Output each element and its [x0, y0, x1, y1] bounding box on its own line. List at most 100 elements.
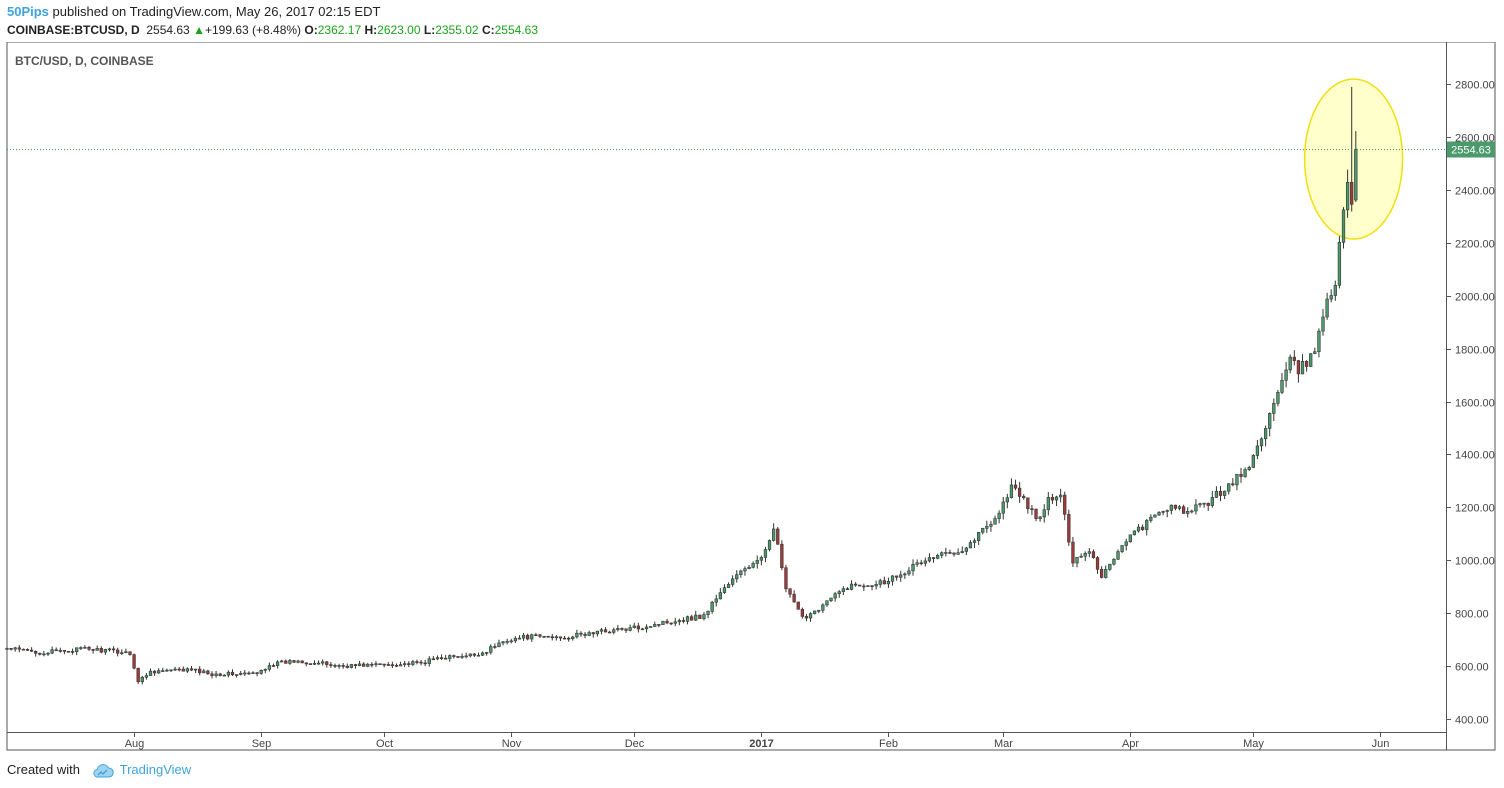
candle-body: [521, 634, 526, 639]
candle-body: [886, 580, 891, 585]
candle-body: [821, 604, 825, 611]
candle-body: [759, 557, 763, 561]
candle-body: [1210, 497, 1214, 506]
candle-body: [1009, 484, 1014, 499]
candle-body: [468, 653, 472, 657]
candle-body: [870, 585, 874, 587]
candle-body: [501, 641, 505, 644]
candle-body: [50, 649, 54, 654]
candle-body: [267, 665, 272, 670]
candle-body: [189, 668, 194, 671]
candle-body: [649, 626, 653, 628]
candle-body: [1317, 330, 1321, 353]
candle-body: [407, 663, 411, 665]
candle-body: [1046, 497, 1050, 511]
candle-body: [1255, 445, 1260, 456]
chart-title: BTC/USD, D, COINBASE: [15, 54, 154, 68]
candle-body: [34, 650, 38, 654]
candle-body: [1276, 392, 1280, 404]
candle-body: [140, 676, 144, 683]
candle-body: [616, 628, 620, 631]
candle-body: [534, 634, 538, 637]
candle-body: [280, 660, 284, 663]
candle-body: [1329, 295, 1333, 300]
candle-body: [185, 668, 190, 672]
candle-body: [103, 649, 108, 653]
candle-body: [571, 636, 575, 640]
candle-body: [431, 658, 436, 661]
candle-body: [374, 663, 378, 666]
candle-body: [817, 609, 821, 612]
close-label: C:: [481, 23, 495, 37]
candle-body: [202, 670, 206, 674]
candle-body: [132, 654, 136, 669]
candle-body: [1165, 510, 1169, 512]
y-tick-label: 1200.00: [1455, 503, 1495, 515]
candle-body: [632, 625, 636, 628]
change-value: +199.63 (+8.48%): [204, 23, 302, 37]
published-text: published on TradingView.com, May 26, 20…: [52, 4, 381, 19]
candle-body: [669, 622, 673, 625]
candle-body: [657, 624, 661, 626]
candle-body: [485, 652, 489, 654]
candle-body: [198, 668, 202, 674]
candle-body: [1095, 557, 1100, 570]
candle-body: [702, 614, 706, 619]
candle-body: [292, 660, 296, 663]
x-tick-label: 2017: [749, 738, 773, 750]
candle-body: [854, 583, 858, 586]
candle-body: [731, 578, 735, 585]
tradingview-cloud-icon[interactable]: [92, 763, 114, 778]
candle-body: [509, 640, 513, 643]
candle-body: [903, 573, 907, 576]
candle-body: [87, 646, 91, 650]
candle-body: [1005, 497, 1009, 503]
candle-body: [275, 661, 280, 667]
candle-body: [788, 588, 792, 595]
candle-body: [624, 628, 628, 631]
candle-body: [1181, 506, 1186, 514]
candle-body: [1222, 490, 1227, 496]
candle-body: [357, 663, 362, 666]
candle-body: [1231, 483, 1235, 486]
candle-body: [866, 585, 870, 587]
candle-body: [13, 647, 17, 650]
candle-body: [792, 593, 796, 603]
author-link[interactable]: 50Pips: [7, 4, 49, 19]
candle-body: [685, 616, 690, 622]
candle-body: [977, 531, 981, 541]
candle-body: [1153, 514, 1157, 518]
highlight-layer: [1303, 78, 1404, 240]
candle-body: [1198, 503, 1202, 506]
candle-body: [316, 662, 321, 665]
candle-body: [681, 620, 686, 622]
candle-body: [1034, 508, 1038, 519]
candle-body: [583, 633, 587, 636]
candle-body: [952, 552, 956, 555]
candle-body: [931, 557, 936, 559]
candle-body: [546, 635, 550, 638]
candle-body: [1169, 504, 1173, 511]
candle-body: [1017, 487, 1022, 497]
candle-body: [439, 657, 444, 659]
candle-body: [735, 574, 739, 580]
candle-body: [9, 648, 13, 650]
candle-body: [1108, 563, 1112, 570]
tradingview-brand-link[interactable]: TradingView: [119, 762, 192, 777]
candle-body: [985, 525, 989, 529]
candle-body: [575, 632, 579, 638]
candle-body: [193, 668, 198, 671]
candle-body: [476, 654, 481, 657]
candle-body: [517, 637, 522, 640]
candlestick-chart[interactable]: BTC/USD, D, COINBASE 400.00 600.00 800.00 1…: [0, 41, 1504, 754]
candle-body: [505, 641, 509, 643]
candle-body: [452, 655, 456, 657]
x-tick-label: Nov: [502, 738, 522, 750]
candle-body: [772, 528, 776, 541]
candle-body: [243, 672, 247, 675]
chart-area[interactable]: BTC/USD, D, COINBASE 400.00 600.00 800.00 1…: [0, 41, 1504, 754]
candle-body: [1296, 360, 1301, 375]
candle-body: [1292, 356, 1296, 361]
candle-body: [456, 656, 460, 658]
candle-body: [247, 672, 251, 675]
